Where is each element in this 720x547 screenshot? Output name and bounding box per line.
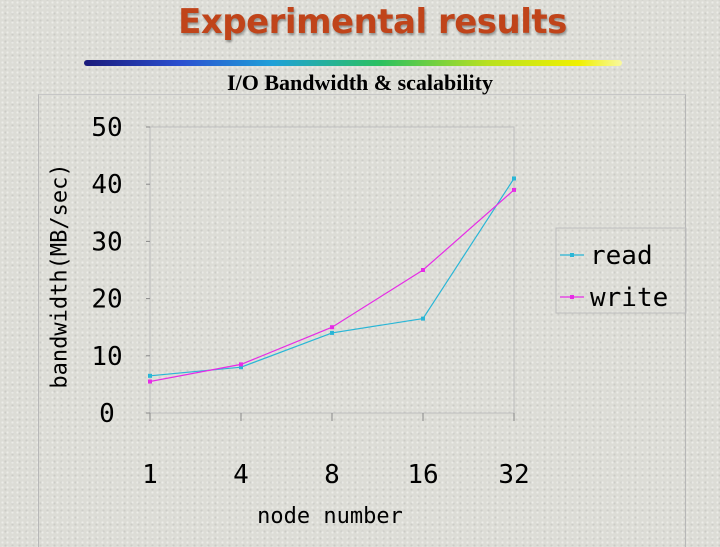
- chart-frame: [38, 94, 686, 547]
- series-line-write: [149, 189, 515, 383]
- x-tick-label: 32: [498, 460, 529, 490]
- data-point-read: [148, 373, 152, 378]
- legend-label-read: read: [590, 241, 653, 271]
- data-point-read: [512, 176, 516, 181]
- data-point-write: [239, 362, 243, 367]
- legend-box: [555, 227, 687, 314]
- y-tick-label: 30: [91, 227, 122, 257]
- series-line-read: [149, 178, 515, 377]
- legend-swatch-marker-read: [570, 253, 574, 257]
- data-point-read: [330, 330, 334, 335]
- slide-title: Experimental results: [178, 2, 567, 42]
- x-tick-label: 1: [142, 460, 158, 490]
- y-tick-label: 10: [91, 342, 122, 372]
- data-point-read: [239, 365, 243, 370]
- title-divider: [84, 60, 622, 66]
- y-tick-label: 0: [99, 399, 115, 429]
- x-tick-label: 16: [407, 460, 438, 490]
- x-tick-label: 8: [324, 460, 340, 490]
- data-point-write: [421, 268, 425, 272]
- y-tick-label: 20: [91, 285, 122, 315]
- x-tick-label: 4: [233, 460, 249, 490]
- x-axis-label: node number: [257, 504, 403, 529]
- data-point-write: [148, 379, 152, 384]
- legend-label-write: write: [590, 283, 668, 313]
- y-tick-label: 40: [91, 170, 122, 200]
- data-point-write: [512, 187, 516, 192]
- chart-title: I/O Bandwidth & scalability: [227, 70, 493, 95]
- data-point-read: [421, 316, 425, 321]
- legend-swatch-marker-write: [570, 295, 574, 299]
- y-tick-label: 50: [91, 113, 122, 143]
- data-point-write: [330, 325, 334, 330]
